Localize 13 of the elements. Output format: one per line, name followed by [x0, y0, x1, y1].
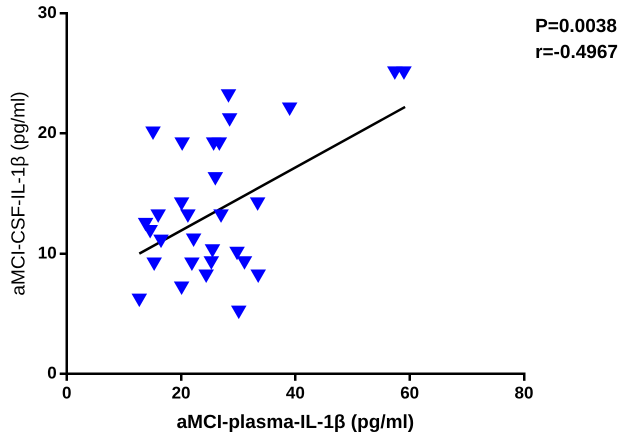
y-tick-label: 0	[47, 363, 57, 382]
x-tick-label: 0	[62, 384, 72, 403]
x-axis-title: aMCI-plasma-IL-1β (pg/ml)	[176, 412, 414, 433]
x-tick-label: 20	[172, 384, 190, 403]
y-tick-label: 20	[38, 123, 57, 142]
x-tick-label: 80	[514, 384, 534, 403]
x-tick-label: 60	[400, 384, 420, 403]
y-tick-label: 30	[38, 2, 57, 22]
text: r=-0.4967	[535, 41, 618, 65]
y-axis-title: aMCI-CSF-IL-1β (pg/ml)	[8, 91, 30, 296]
text: P=0.0038	[535, 15, 618, 39]
x-tick-label: 40	[286, 384, 305, 403]
y-tick-label: 10	[38, 243, 57, 262]
